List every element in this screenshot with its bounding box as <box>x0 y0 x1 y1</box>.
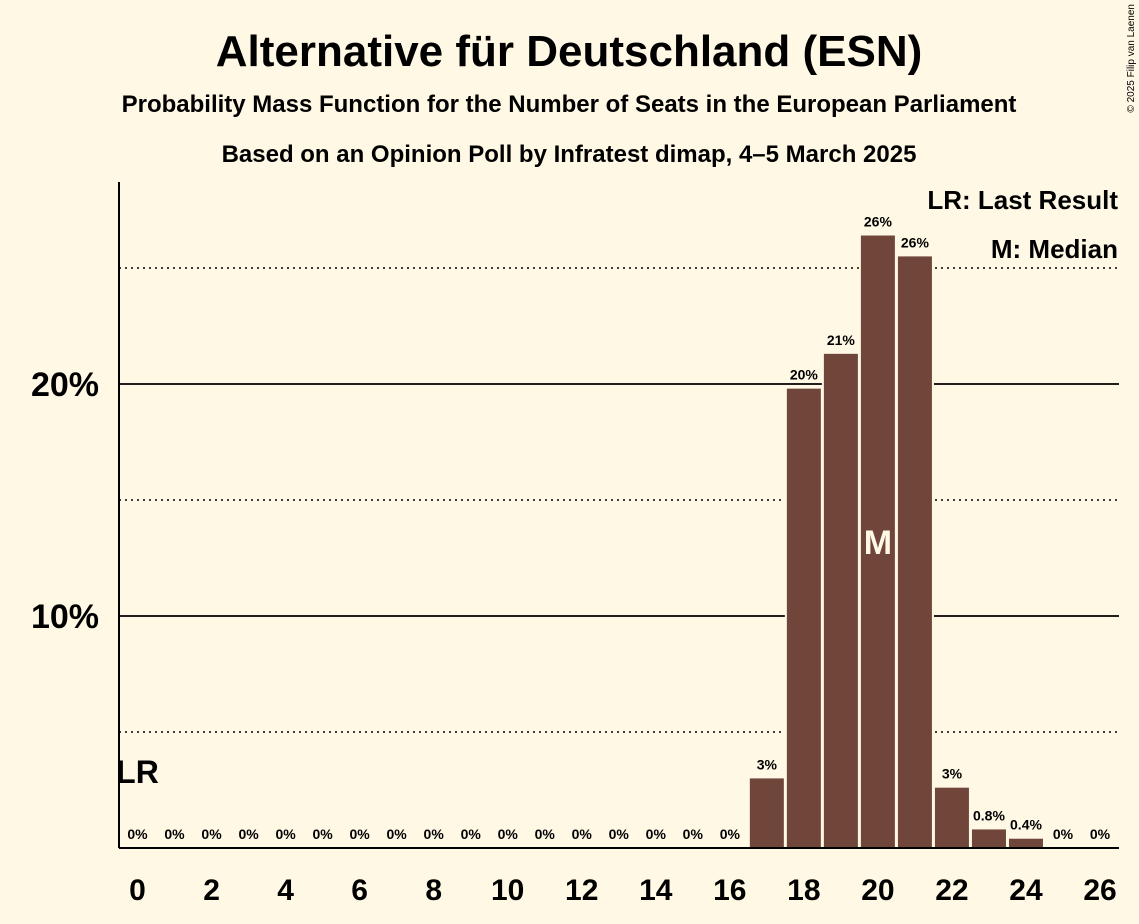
chart-title: Alternative für Deutschland (ESN) <box>216 27 923 76</box>
bar-seat-24 <box>1008 838 1043 848</box>
x-tick-label: 8 <box>425 874 442 907</box>
data-label-seat-24: 0.4% <box>1010 817 1042 833</box>
x-tick-labels: 0 2 4 6 8 10 12 14 16 18 20 22 24 26 <box>129 874 1117 907</box>
x-tick-label: 10 <box>491 874 524 907</box>
bar-seat-23 <box>971 829 1006 848</box>
data-label-seat-20: 26% <box>864 214 893 230</box>
data-label-seat-7: 0% <box>387 826 408 842</box>
legend-median: M: Median <box>991 234 1118 264</box>
x-tick-label: 14 <box>639 874 673 907</box>
y-tick-labels: 10% 20% <box>31 366 99 636</box>
data-label-seat-9: 0% <box>461 826 482 842</box>
bar-seat-20 <box>860 235 895 848</box>
chart-subtitle: Probability Mass Function for the Number… <box>122 91 1017 118</box>
data-label-seat-25: 0% <box>1053 826 1074 842</box>
x-tick-label: 2 <box>203 874 220 907</box>
data-label-seat-16: 0% <box>720 826 741 842</box>
y-tick-label: 10% <box>31 598 99 636</box>
bar-seat-19 <box>823 353 858 848</box>
data-label-seat-10: 0% <box>498 826 519 842</box>
x-tick-label: 26 <box>1083 874 1116 907</box>
data-label-seat-22: 3% <box>942 766 963 782</box>
data-labels: 0% 0% 0% 0% 0% 0% 0% 0% 0% 0% 0% 0% 0% 0% 0% 0% 0% 3% 20% 2… <box>116 214 1111 842</box>
bar-seat-22 <box>934 787 969 848</box>
data-label-seat-17: 3% <box>757 756 778 772</box>
data-label-seat-13: 0% <box>609 826 630 842</box>
data-label-seat-3: 0% <box>238 826 259 842</box>
x-tick-label: 12 <box>565 874 598 907</box>
data-label-seat-5: 0% <box>312 826 333 842</box>
copyright-notice: © 2025 Filip van Laenen <box>1126 4 1137 113</box>
data-label-seat-18: 20% <box>790 367 819 383</box>
x-tick-label: 0 <box>129 874 146 907</box>
data-label-seat-0: 0% <box>127 826 148 842</box>
data-label-seat-15: 0% <box>683 826 704 842</box>
x-tick-label: 18 <box>787 874 820 907</box>
bars <box>747 233 1045 848</box>
last-result-marker: LR <box>116 754 159 790</box>
chart-subtitle-poll: Based on an Opinion Poll by Infratest di… <box>222 141 917 168</box>
x-tick-label: 16 <box>713 874 746 907</box>
data-label-seat-8: 0% <box>424 826 445 842</box>
data-label-seat-4: 0% <box>275 826 296 842</box>
data-label-seat-1: 0% <box>164 826 185 842</box>
legend-last-result: LR: Last Result <box>927 185 1118 215</box>
x-tick-label: 22 <box>935 874 968 907</box>
bar-seat-21 <box>897 256 932 848</box>
data-label-seat-12: 0% <box>572 826 593 842</box>
data-label-seat-14: 0% <box>646 826 667 842</box>
data-label-seat-6: 0% <box>350 826 371 842</box>
axes <box>118 182 1119 849</box>
gridlines <box>119 267 1119 733</box>
x-tick-label: 24 <box>1009 874 1043 907</box>
data-label-seat-23: 0.8% <box>973 807 1005 823</box>
bar-seat-17 <box>749 778 784 848</box>
data-label-seat-11: 0% <box>535 826 556 842</box>
data-label-seat-2: 0% <box>201 826 222 842</box>
data-label-seat-26: 0% <box>1090 826 1111 842</box>
data-label-seat-19: 21% <box>827 332 856 348</box>
x-tick-label: 6 <box>351 874 368 907</box>
x-tick-label: 20 <box>861 874 894 907</box>
bar-seat-18 <box>786 388 821 848</box>
median-marker: M <box>864 524 892 562</box>
y-tick-label: 20% <box>31 366 99 404</box>
x-tick-label: 4 <box>277 874 294 907</box>
data-label-seat-21: 26% <box>901 234 930 250</box>
